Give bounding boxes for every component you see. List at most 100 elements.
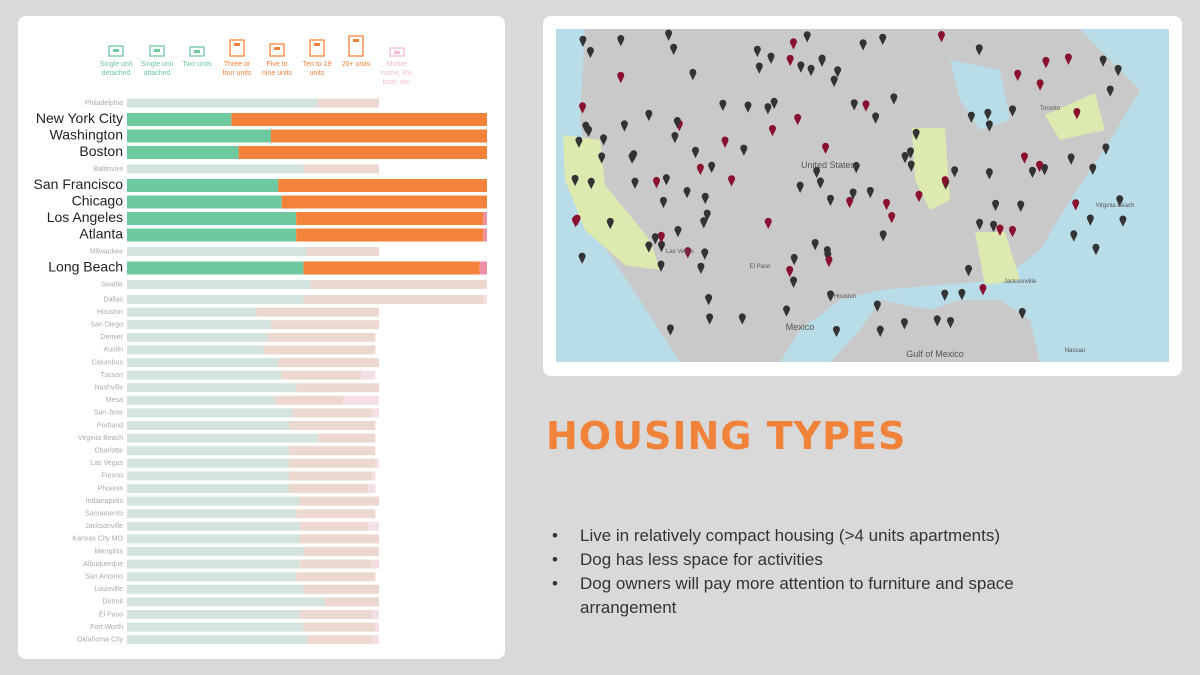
bar-segment bbox=[127, 129, 271, 143]
map-marker bbox=[941, 176, 949, 188]
map-marker bbox=[811, 238, 819, 251]
bar-segment bbox=[483, 295, 487, 304]
map-marker bbox=[1102, 143, 1110, 155]
map-marker bbox=[684, 247, 692, 259]
city-label: Las Vegas bbox=[90, 460, 123, 467]
legend-label: Five to bbox=[266, 61, 287, 68]
bar-segment bbox=[307, 635, 372, 645]
bar-segment bbox=[263, 345, 376, 355]
bar-segment bbox=[368, 521, 379, 531]
city-label: Boston bbox=[79, 143, 123, 159]
map-marker bbox=[890, 93, 898, 105]
map-marker bbox=[832, 325, 840, 338]
map-marker bbox=[578, 252, 586, 264]
legend-label: four units bbox=[223, 70, 252, 77]
bar-segment bbox=[299, 559, 372, 569]
legend-label: boat, etc. bbox=[383, 79, 412, 86]
bar-segment bbox=[296, 212, 484, 225]
map-marker bbox=[673, 117, 681, 129]
map-marker bbox=[822, 142, 830, 155]
map-marker bbox=[1114, 64, 1122, 77]
bar-segment bbox=[303, 295, 484, 304]
bar-segment bbox=[483, 212, 487, 225]
city-label: Kansas City MO bbox=[72, 536, 123, 543]
map-marker bbox=[941, 289, 949, 301]
legend-icon-window bbox=[154, 49, 160, 52]
map: United States Mexico Gulf of Mexico Las Veg… bbox=[556, 29, 1169, 362]
city-label: Sacramento bbox=[85, 511, 123, 518]
map-marker bbox=[645, 241, 653, 253]
bar-segment bbox=[343, 395, 379, 405]
bar-segment bbox=[289, 421, 376, 430]
bar-segment bbox=[371, 471, 376, 481]
legend-icon-window bbox=[394, 51, 400, 54]
map-marker bbox=[900, 318, 908, 330]
map-marker bbox=[659, 196, 667, 209]
bar-segment bbox=[307, 247, 379, 256]
map-marker bbox=[753, 45, 761, 58]
legend-icon bbox=[189, 46, 205, 57]
map-marker bbox=[852, 161, 860, 174]
map-marker bbox=[976, 218, 984, 231]
city-label: Phoenix bbox=[98, 485, 124, 492]
city-label: Virginia Beach bbox=[78, 435, 123, 442]
bar-segment bbox=[127, 572, 297, 582]
map-marker bbox=[850, 99, 858, 111]
bar-segment bbox=[127, 559, 300, 569]
state-ga bbox=[975, 232, 1020, 285]
bar-segment bbox=[289, 484, 369, 493]
city-label: Columbus bbox=[91, 359, 123, 366]
map-marker bbox=[985, 120, 993, 132]
state-ca bbox=[563, 135, 660, 270]
city-label: Austin bbox=[104, 347, 124, 354]
bar-segment bbox=[127, 212, 297, 225]
city-label: San Francisco bbox=[34, 176, 124, 192]
map-marker bbox=[1014, 69, 1022, 81]
map-marker bbox=[958, 288, 966, 301]
map-marker bbox=[879, 230, 887, 242]
bar-segment bbox=[127, 421, 289, 430]
bar-segment bbox=[127, 408, 293, 418]
bar-segment bbox=[271, 320, 379, 330]
bar-segment bbox=[127, 146, 239, 159]
city-label: Washington bbox=[50, 127, 123, 143]
map-marker bbox=[573, 214, 581, 226]
bullet: Live in relatively compact housing (>4 u… bbox=[552, 524, 1052, 548]
bar-segment bbox=[127, 280, 311, 289]
bar-segment bbox=[127, 307, 257, 317]
map-marker bbox=[740, 144, 748, 156]
map-marker bbox=[907, 160, 915, 172]
bullet: Dog has less space for activities bbox=[552, 548, 1052, 572]
map-marker bbox=[691, 146, 699, 159]
city-label: Philadelphia bbox=[85, 100, 123, 107]
legend-label: Single unit bbox=[141, 61, 174, 68]
map-marker bbox=[582, 121, 590, 133]
city-label: Baltimore bbox=[93, 166, 123, 173]
map-marker bbox=[705, 293, 713, 306]
city-label: Louisville bbox=[94, 586, 123, 593]
map-label: United States bbox=[801, 160, 856, 170]
city-label: New York City bbox=[36, 110, 123, 126]
map-marker bbox=[786, 265, 794, 278]
map-marker bbox=[834, 66, 842, 78]
legend-label: Single unit bbox=[100, 61, 133, 68]
map-marker bbox=[764, 217, 772, 230]
map-marker bbox=[1017, 200, 1025, 212]
bar-segment bbox=[127, 584, 304, 594]
bar-segment bbox=[303, 547, 379, 556]
bar-segment bbox=[325, 597, 379, 607]
map-marker bbox=[755, 62, 763, 74]
map-marker bbox=[701, 248, 709, 260]
bar-segment bbox=[375, 458, 379, 468]
map-marker bbox=[826, 194, 834, 207]
map-marker bbox=[1099, 55, 1107, 67]
city-label: Los Angeles bbox=[47, 209, 123, 225]
legend-icon-window bbox=[353, 39, 359, 42]
map-marker bbox=[620, 120, 628, 132]
map-marker bbox=[1089, 163, 1097, 175]
city-label: Milwaukee bbox=[90, 248, 123, 255]
map-marker bbox=[1042, 56, 1050, 69]
map-marker bbox=[984, 108, 992, 121]
bar-segment bbox=[127, 358, 279, 367]
